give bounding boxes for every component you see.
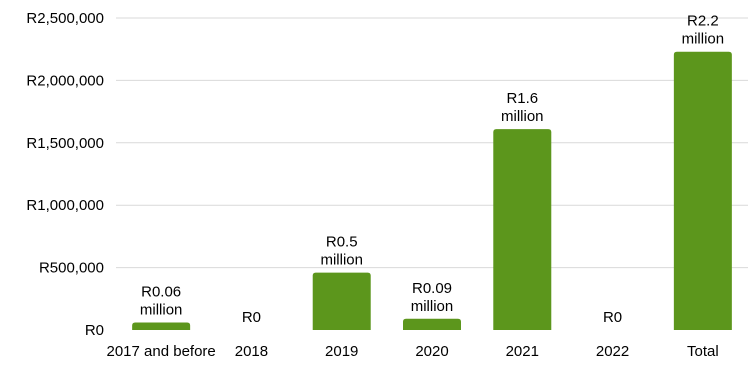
data-label: R0.06 xyxy=(141,284,181,301)
bar xyxy=(403,318,461,330)
data-label: million xyxy=(501,108,544,125)
data-label: million xyxy=(682,31,725,48)
bars xyxy=(132,51,732,331)
y-tick-label: R1,000,000 xyxy=(26,197,104,214)
x-axis-category-labels: 2017 and before 2018 2019 2020 2021 2022 Total xyxy=(107,343,719,360)
x-tick-label: 2021 xyxy=(506,343,539,360)
data-label: R0 xyxy=(242,309,261,326)
x-tick-label: 2017 and before xyxy=(107,343,216,360)
bar xyxy=(312,272,371,330)
gridlines xyxy=(116,17,748,269)
data-label: million xyxy=(320,252,363,269)
data-label: R1.6 xyxy=(506,90,538,107)
y-tick-label: R2,000,000 xyxy=(26,72,104,89)
data-label: R0.5 xyxy=(326,234,358,251)
data-label: R0 xyxy=(603,309,622,326)
bar xyxy=(132,322,191,330)
data-label: million xyxy=(140,302,183,319)
data-label: R2.2 xyxy=(687,13,719,30)
data-label: million xyxy=(411,298,454,315)
x-tick-label: 2020 xyxy=(415,343,448,360)
y-tick-label: R1,500,000 xyxy=(26,135,104,152)
x-tick-label: 2018 xyxy=(235,343,268,360)
y-axis-tick-labels: R0 R500,000 R1,000,000 R1,500,000 R2,000,000… xyxy=(26,10,104,339)
data-label: R0.09 xyxy=(412,280,452,297)
bar xyxy=(673,51,732,331)
y-tick-label: R500,000 xyxy=(39,260,104,277)
y-tick-label: R2,500,000 xyxy=(26,10,104,27)
x-tick-label: 2022 xyxy=(596,343,629,360)
x-tick-label: Total xyxy=(687,343,719,360)
y-tick-label: R0 xyxy=(85,322,104,339)
bar xyxy=(493,129,552,330)
x-tick-label: 2019 xyxy=(325,343,358,360)
